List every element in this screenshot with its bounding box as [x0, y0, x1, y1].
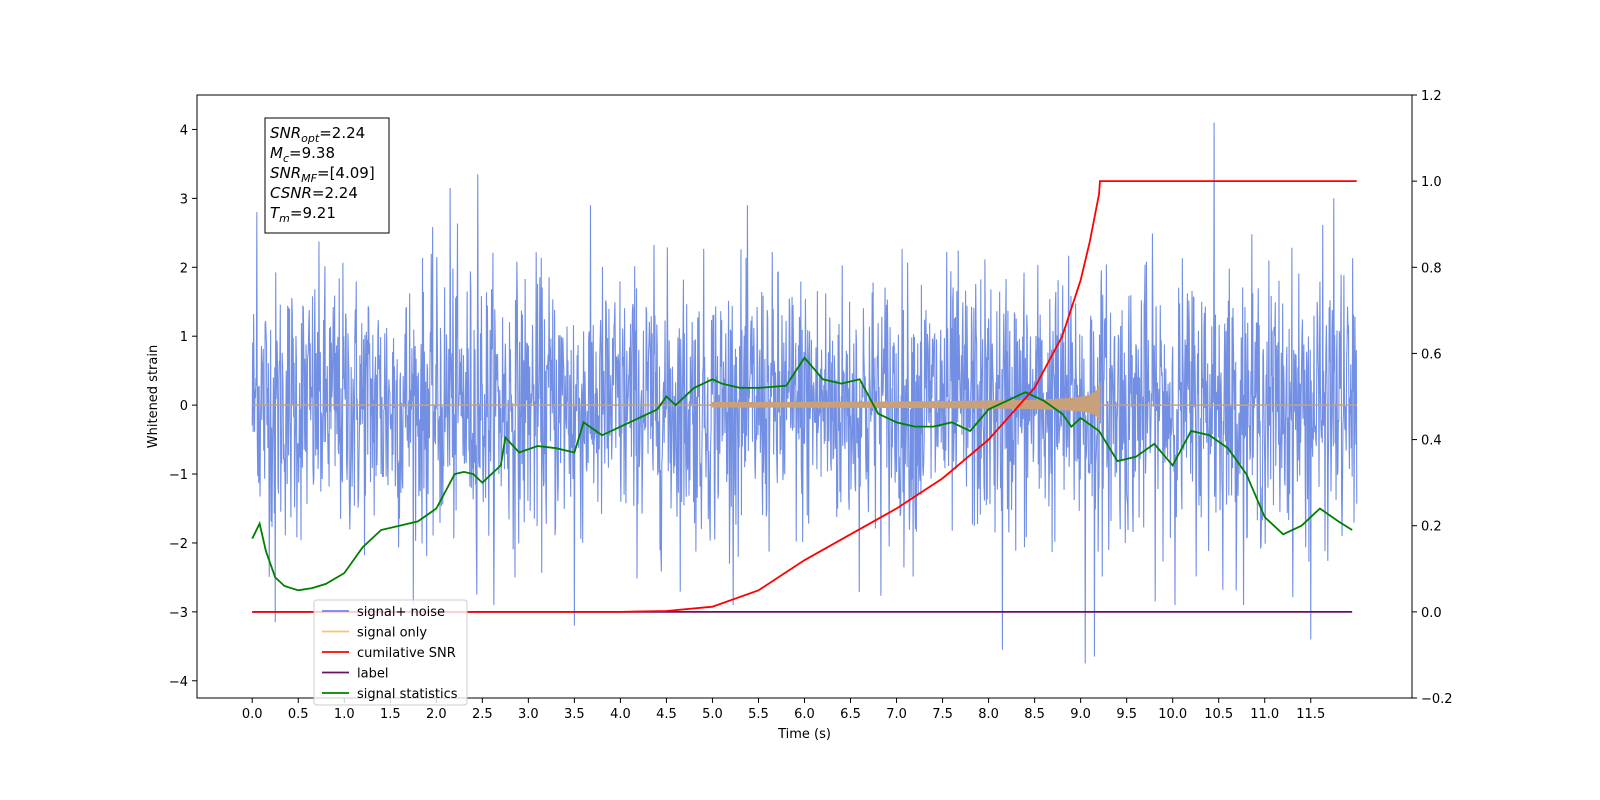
x-tick-label: 3.5 — [564, 707, 585, 722]
annotation-line: CSNR=2.24 — [270, 184, 358, 202]
x-tick-label: 7.0 — [886, 707, 907, 722]
x-tick-label: 5.5 — [748, 707, 769, 722]
x-tick-label: 6.0 — [794, 707, 815, 722]
y-tick-label: 0 — [180, 399, 188, 414]
y2-tick-label: −0.2 — [1421, 692, 1453, 707]
legend-entry: cumilative SNR — [357, 646, 456, 661]
annotation-box-frame — [264, 117, 390, 234]
y-tick-label: −4 — [169, 675, 188, 690]
y-axis-label: Whitened strain — [146, 345, 161, 448]
x-tick-label: 4.5 — [656, 707, 677, 722]
signal-noise-series — [251, 122, 1358, 664]
legend-entry: signal only — [357, 626, 427, 641]
annotation-line: Tm=9.21 — [270, 204, 336, 225]
x-tick-label: 8.5 — [1024, 707, 1045, 722]
y-tick-label: 3 — [180, 192, 188, 207]
x-tick-label: 0.0 — [242, 707, 263, 722]
x-tick-label: 0.5 — [288, 707, 309, 722]
x-tick-label: 8.0 — [978, 707, 999, 722]
x-tick-label: 1.0 — [334, 707, 355, 722]
x-tick-label: 2.0 — [426, 707, 447, 722]
x-axis-ticks: 0.0 0.5 1.0 1.5 2.0 2.5 3.0 3.5 4.0 4.5 5.0 5.5 6.0 6… — [242, 698, 1325, 722]
x-tick-label: 11.5 — [1296, 707, 1325, 722]
series-line-signal-statistics — [251, 356, 1353, 592]
y-tick-label: −1 — [169, 468, 188, 483]
y2-tick-label: 1.2 — [1421, 89, 1442, 104]
x-tick-label: 9.5 — [1116, 707, 1137, 722]
annotation-line: Mc=9.38 — [270, 144, 335, 165]
x-tick-label: 10.5 — [1204, 707, 1233, 722]
x-axis-label: Time (s) — [777, 727, 831, 742]
x-tick-label: 11.0 — [1250, 707, 1279, 722]
legend-frame — [313, 599, 468, 706]
y-tick-label: −3 — [169, 606, 188, 621]
legend-entry: signal+ noise — [357, 605, 445, 620]
y2-tick-label: 1.0 — [1421, 175, 1442, 190]
annotation-line: SNRopt=2.24 — [270, 124, 365, 145]
y2-tick-label: 0.6 — [1421, 347, 1442, 362]
x-tick-label: 7.5 — [932, 707, 953, 722]
y2-tick-label: 0.2 — [1421, 520, 1442, 535]
series-line-cumilative-snr — [252, 180, 1357, 613]
legend-entry: signal statistics — [357, 687, 458, 702]
signal-only-series — [252, 382, 1357, 423]
y-tick-label: 1 — [180, 330, 188, 345]
x-tick-label: 10.0 — [1158, 707, 1187, 722]
y2-axis-ticks: −0.2 0.0 0.2 0.4 0.6 0.8 1.0 1.2 — [1412, 89, 1453, 707]
legend: signal+ noise signal only cumilative SNR la… — [313, 599, 468, 706]
x-tick-label: 1.5 — [380, 707, 401, 722]
signal-statistics-series — [251, 356, 1353, 592]
signal-only-chirp — [712, 382, 1101, 423]
cumulative-snr-series — [252, 180, 1357, 613]
y-tick-label: −2 — [169, 537, 188, 552]
x-tick-label: 2.5 — [472, 707, 493, 722]
series-line-signal-noise — [251, 122, 1358, 664]
x-tick-label: 3.0 — [518, 707, 539, 722]
y2-tick-label: 0.0 — [1421, 606, 1442, 621]
y2-tick-label: 0.4 — [1421, 434, 1442, 449]
x-tick-label: 4.0 — [610, 707, 631, 722]
y-tick-label: 4 — [180, 123, 188, 138]
x-tick-label: 6.5 — [840, 707, 861, 722]
x-tick-label: 9.0 — [1070, 707, 1091, 722]
y-axis-ticks: −4 −3 −2 −1 0 1 2 3 4 — [169, 123, 197, 690]
x-tick-label: 5.0 — [702, 707, 723, 722]
annotation-line: SNRMF=[4.09] — [270, 164, 375, 185]
legend-entry: label — [357, 667, 388, 682]
y-tick-label: 2 — [180, 261, 188, 276]
y2-tick-label: 0.8 — [1421, 261, 1442, 276]
